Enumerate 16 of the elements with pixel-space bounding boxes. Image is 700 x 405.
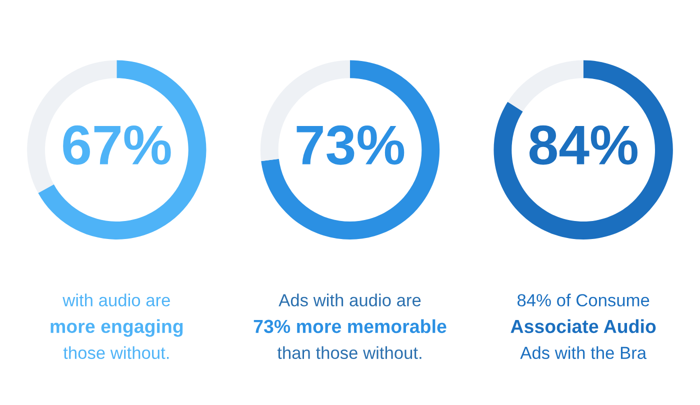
text: with audio are [62,294,170,306]
donut-slice [38,60,206,240]
data-label: 84% [530,125,638,165]
text: 84% of Consume [518,294,650,306]
text: than those without. [277,346,422,360]
text: Ads with the Bra [520,346,647,360]
data-label: 73% [296,125,404,165]
data-label: 67% [63,125,171,165]
text: those without. [63,346,169,360]
text: more engaging [50,319,183,337]
donut-slice [508,60,584,112]
donut-slice [494,60,673,240]
text: Ads with audio are [278,294,421,306]
donut-slice [261,60,440,240]
text: 73% more memorable [254,319,446,334]
text: Associate Audio [510,319,656,334]
